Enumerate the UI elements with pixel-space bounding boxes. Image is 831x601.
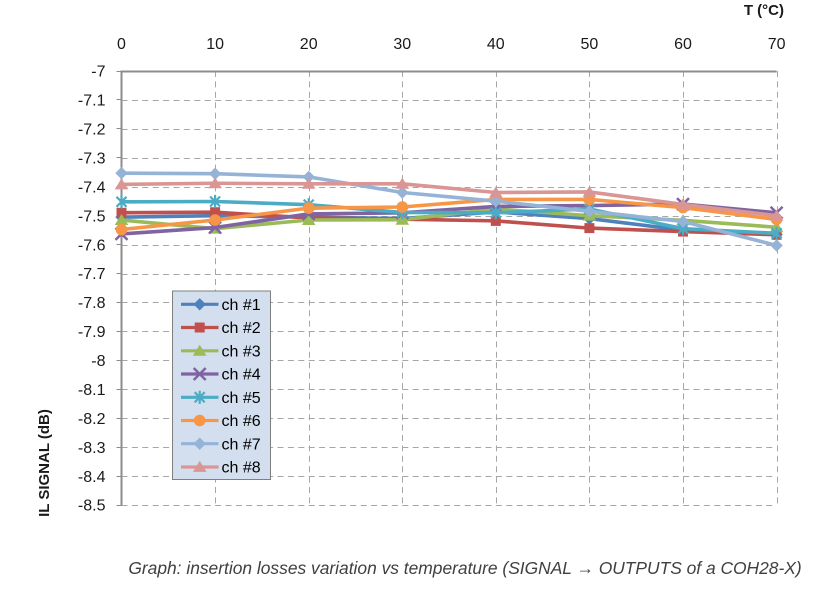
svg-text:-8.4: -8.4 — [78, 469, 106, 486]
svg-text:T (°C): T (°C) — [744, 2, 784, 19]
svg-text:-7.5: -7.5 — [78, 208, 106, 225]
svg-text:30: 30 — [393, 36, 411, 53]
svg-text:-7.6: -7.6 — [78, 237, 106, 254]
svg-text:-7.8: -7.8 — [78, 295, 106, 312]
svg-text:ch #6: ch #6 — [222, 413, 261, 430]
svg-text:ch #5: ch #5 — [222, 390, 261, 407]
svg-text:-7: -7 — [91, 64, 105, 81]
svg-text:-7.1: -7.1 — [78, 93, 106, 110]
svg-text:0: 0 — [117, 36, 126, 53]
svg-text:70: 70 — [768, 36, 786, 53]
svg-text:ch #4: ch #4 — [222, 367, 261, 384]
svg-text:ch #3: ch #3 — [222, 344, 261, 361]
svg-text:-8.1: -8.1 — [78, 382, 106, 399]
svg-text:-8.2: -8.2 — [78, 411, 106, 428]
svg-text:Graph: insertion losses variat: Graph: insertion losses variation vs tem… — [128, 558, 801, 578]
svg-text:60: 60 — [674, 36, 692, 53]
svg-text:ch #8: ch #8 — [222, 460, 261, 477]
svg-text:ch #1: ch #1 — [222, 297, 261, 314]
svg-text:50: 50 — [581, 36, 599, 53]
svg-text:-7.4: -7.4 — [78, 179, 106, 196]
svg-text:40: 40 — [487, 36, 505, 53]
svg-text:-8.5: -8.5 — [78, 498, 106, 515]
svg-text:10: 10 — [206, 36, 224, 53]
svg-text:ch #2: ch #2 — [222, 320, 261, 337]
svg-text:20: 20 — [300, 36, 318, 53]
svg-text:-8: -8 — [91, 353, 105, 370]
svg-text:-7.2: -7.2 — [78, 122, 106, 139]
svg-text:-7.9: -7.9 — [78, 324, 106, 341]
svg-text:-7.3: -7.3 — [78, 151, 106, 168]
svg-text:-8.3: -8.3 — [78, 440, 106, 457]
svg-text:IL SIGNAL (dB): IL SIGNAL (dB) — [36, 409, 53, 517]
svg-text:ch #7: ch #7 — [222, 436, 261, 453]
svg-text:-7.7: -7.7 — [78, 266, 106, 283]
